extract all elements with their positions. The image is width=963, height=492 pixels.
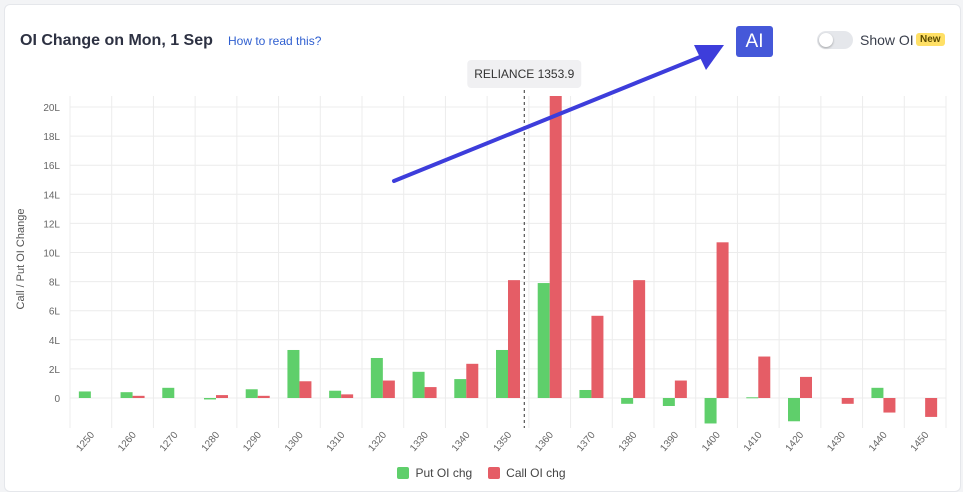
call-bar-1360 [549, 96, 562, 398]
put-bar-1360 [537, 283, 550, 398]
call-bar-1420 [800, 376, 812, 398]
chart-legend: Put OI chg Call OI chg [0, 466, 963, 480]
y-tick-label: 10L [43, 249, 60, 260]
call-bar-1330 [424, 387, 437, 398]
toggle-knob [819, 33, 833, 47]
x-tick-label: 1430 [825, 430, 848, 454]
x-tick-label: 1450 [909, 430, 932, 454]
spot-price-tooltip [467, 60, 582, 88]
call-bar-1390 [674, 380, 687, 398]
call-bar-1290 [257, 395, 270, 398]
x-tick-label: 1400 [700, 430, 723, 454]
legend-label-call: Call OI chg [506, 466, 566, 480]
show-oi-toggle[interactable] [817, 31, 853, 49]
how-to-read-link[interactable]: How to read this? [228, 34, 322, 48]
call-bar-1300 [299, 381, 312, 398]
call-bar-1260 [132, 395, 145, 398]
annotation-arrow-head [694, 45, 724, 70]
x-tick-label: 1410 [742, 430, 765, 454]
put-bar-1370 [579, 389, 592, 398]
x-tick-label: 1340 [450, 430, 473, 454]
put-bar-1290 [245, 389, 258, 398]
call-bar-1440 [883, 398, 896, 413]
y-tick-label: 18L [43, 132, 60, 143]
x-tick-label: 1270 [158, 430, 181, 454]
y-tick-label: 4L [49, 336, 61, 347]
put-bar-1340 [454, 379, 467, 398]
x-tick-label: 1380 [617, 430, 640, 454]
put-bar-1420 [788, 398, 800, 422]
x-tick-label: 1420 [784, 430, 807, 454]
y-tick-label: 8L [49, 278, 61, 289]
x-tick-label: 1310 [325, 430, 348, 454]
page-title: OI Change on Mon, 1 Sep [20, 32, 213, 49]
put-bar-1300 [287, 349, 300, 398]
y-tick-label: 12L [43, 219, 60, 230]
call-bar-1400 [716, 242, 729, 398]
call-bar-1430 [841, 398, 854, 404]
call-bar-1310 [341, 394, 354, 398]
x-tick-label: 1280 [200, 430, 223, 454]
y-tick-label: 20L [43, 103, 60, 114]
show-oi-label: Show OI [860, 32, 914, 48]
x-tick-label: 1390 [658, 430, 681, 454]
legend-item-call[interactable]: Call OI chg [488, 466, 566, 480]
y-tick-label: 2L [49, 365, 61, 376]
call-bar-1350 [508, 280, 520, 398]
put-bar-1390 [662, 398, 675, 407]
x-tick-label: 1320 [366, 430, 389, 454]
put-bar-1330 [412, 371, 425, 398]
call-bar-1320 [382, 380, 395, 398]
y-tick-label: 14L [43, 190, 60, 201]
new-badge: New [916, 33, 945, 46]
y-tick-label: 0 [54, 394, 60, 405]
y-axis-label: Call / Put OI Change [15, 209, 27, 310]
put-bar-1270 [162, 387, 175, 398]
x-tick-label: 1290 [241, 430, 264, 454]
call-bar-1380 [633, 280, 646, 398]
x-tick-label: 1360 [533, 430, 556, 454]
annotation-arrow-shaft [392, 55, 702, 183]
put-bar-1280 [204, 398, 216, 400]
put-bar-1440 [871, 387, 884, 398]
put-bar-1400 [704, 398, 717, 424]
x-tick-label: 1440 [867, 430, 890, 454]
call-bar-1340 [466, 363, 479, 398]
put-bar-1350 [496, 349, 508, 398]
x-tick-label: 1250 [74, 430, 97, 454]
x-tick-label: 1370 [575, 430, 598, 454]
x-tick-label: 1350 [492, 430, 515, 454]
spot-price-label: RELIANCE 1353.9 [474, 67, 574, 81]
put-bar-1250 [78, 391, 91, 398]
x-tick-label: 1260 [116, 430, 139, 454]
put-bar-1380 [621, 398, 634, 404]
put-bar-1410 [746, 397, 759, 399]
ai-button[interactable]: AI [736, 26, 773, 57]
x-tick-label: 1330 [408, 430, 431, 454]
y-tick-label: 6L [49, 307, 61, 318]
put-bar-1320 [370, 357, 383, 398]
y-tick-label: 16L [43, 161, 60, 172]
call-bar-1370 [591, 315, 604, 398]
call-bar-1410 [758, 356, 771, 398]
put-bar-1310 [329, 390, 342, 398]
legend-label-put: Put OI chg [415, 466, 473, 480]
legend-swatch-call [488, 467, 501, 479]
legend-item-put[interactable]: Put OI chg [397, 466, 472, 480]
x-tick-label: 1300 [283, 430, 306, 454]
call-bar-1280 [216, 395, 228, 398]
call-bar-1450 [925, 398, 938, 417]
put-bar-1260 [120, 392, 133, 398]
legend-swatch-put [397, 467, 410, 479]
